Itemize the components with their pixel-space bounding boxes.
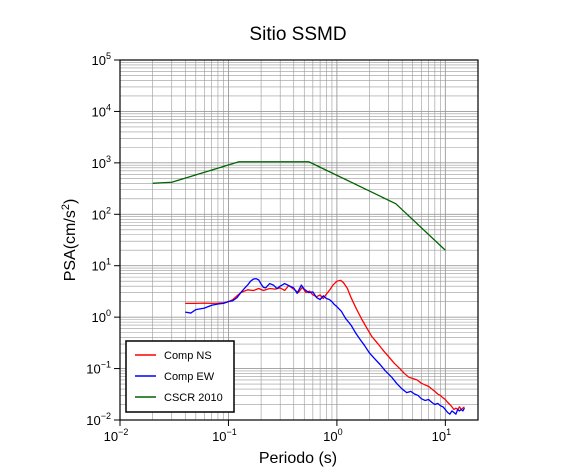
y-tick-label: 10−1: [86, 360, 111, 377]
x-axis-label: Periodo (s): [259, 450, 337, 467]
y-tick-label: 103: [92, 154, 111, 171]
legend-label: Comp NS: [164, 350, 212, 362]
plot-frame: [119, 59, 479, 421]
y-tick-label: 10−2: [86, 411, 111, 428]
legend: Comp NS Comp EW CSCR 2010: [125, 340, 235, 413]
grid-lines: [119, 59, 479, 421]
series-line-comp-ew: [185, 278, 466, 415]
x-tick-label: 10−2: [104, 427, 129, 444]
x-tick-label: 10−1: [212, 427, 237, 444]
series-line-cscr-2010: [152, 161, 446, 251]
axis-ticks: 10−2 10−1 100 101 10−2 10−1 100 101 102 103 104 105: [86, 51, 451, 444]
y-tick-label: 101: [92, 257, 111, 274]
y-tick-label: 100: [92, 308, 111, 325]
legend-label: Comp EW: [164, 371, 215, 383]
y-tick-label: 102: [92, 205, 111, 222]
data-series: [152, 161, 466, 415]
y-tick-label: 104: [92, 102, 111, 119]
x-tick-label: 101: [432, 427, 451, 444]
y-tick-label: 105: [92, 51, 111, 68]
chart-title: Sitio SSMD: [249, 24, 346, 45]
legend-label: CSCR 2010: [164, 392, 223, 404]
series-line-comp-ns: [185, 279, 465, 411]
x-tick-label: 100: [323, 427, 342, 444]
y-axis-label: PSA(cm/s2): [60, 199, 79, 282]
